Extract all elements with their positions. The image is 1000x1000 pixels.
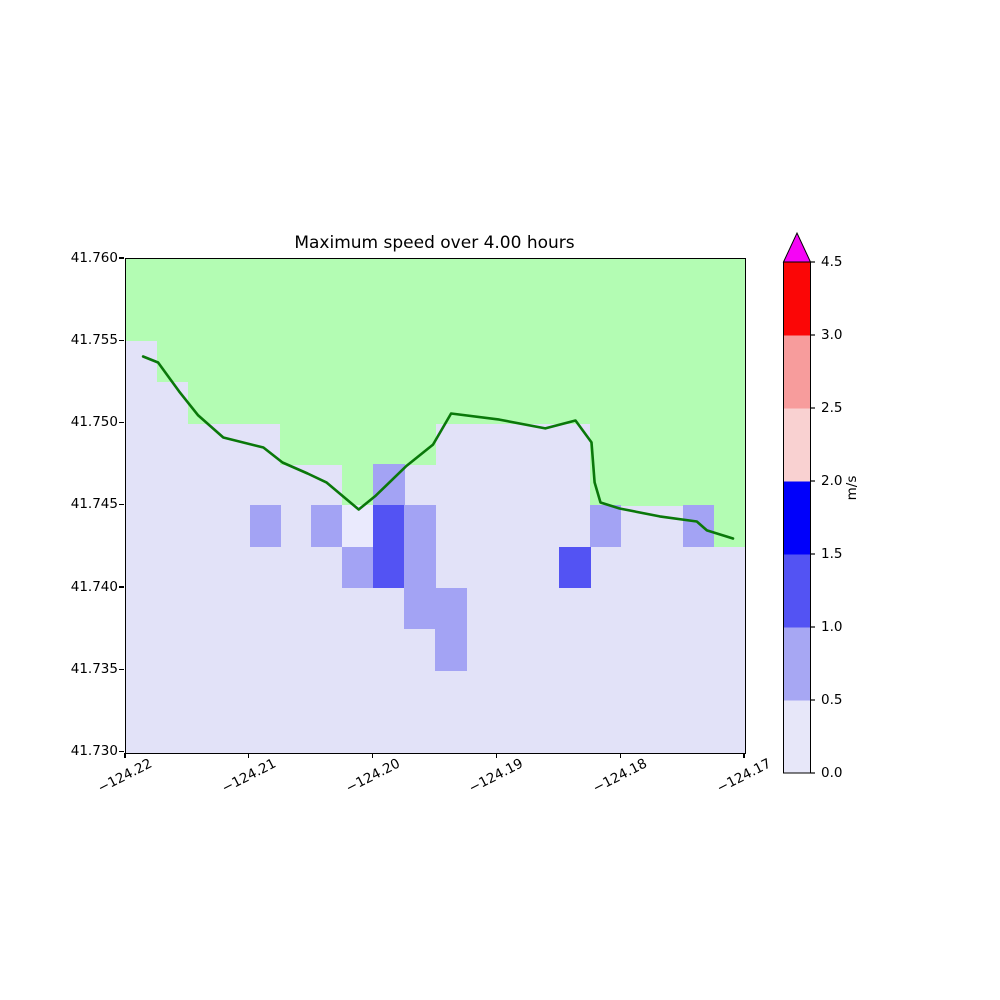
land-cell xyxy=(528,259,560,424)
x-tick-label: −124.19 xyxy=(466,755,527,797)
speed-cell xyxy=(373,546,405,589)
x-tick-label: −124.20 xyxy=(342,755,403,797)
land-cell xyxy=(466,259,498,424)
speed-cell xyxy=(342,505,374,548)
speed-cell xyxy=(373,505,405,548)
x-tick-label: −124.21 xyxy=(219,755,279,797)
colorbar-outline xyxy=(783,261,811,774)
colorbar-over-triangle xyxy=(782,231,812,263)
x-tick-mark xyxy=(248,753,250,758)
plot-area xyxy=(125,258,746,754)
y-tick-mark xyxy=(118,668,124,670)
land-cell xyxy=(589,259,622,506)
y-tick-mark xyxy=(118,257,124,259)
y-tick-label: 41.735 xyxy=(70,660,118,677)
land-cell xyxy=(373,259,405,465)
land-cell xyxy=(713,259,745,547)
land-cell xyxy=(497,259,529,424)
colorbar-axis-label: m/s xyxy=(844,475,860,501)
colorbar-segment xyxy=(783,700,811,774)
colorbar-segment xyxy=(783,262,811,336)
x-tick-mark xyxy=(124,753,126,758)
land-cell xyxy=(559,259,591,424)
colorbar-tick-label: 1.0 xyxy=(821,618,843,635)
y-tick-label: 41.730 xyxy=(70,743,118,759)
chart-title: Maximum speed over 4.00 hours xyxy=(294,233,575,253)
speed-cell xyxy=(342,546,374,589)
speed-cell xyxy=(435,587,467,630)
speed-cell xyxy=(559,546,591,589)
land-cell xyxy=(311,259,343,465)
y-tick-label: 41.755 xyxy=(70,331,118,348)
colorbar-segment xyxy=(783,481,811,555)
y-tick-mark xyxy=(118,504,124,506)
colorbar-tick-label: 0.0 xyxy=(821,764,843,781)
speed-cell xyxy=(404,546,436,589)
land-cell xyxy=(435,259,467,424)
speed-cell xyxy=(589,505,622,548)
y-tick-label: 41.745 xyxy=(70,496,118,513)
y-tick-mark xyxy=(118,586,124,588)
land-cell xyxy=(249,259,282,424)
speed-cell xyxy=(249,505,282,548)
colorbar-segment xyxy=(783,554,811,628)
colorbar-svg xyxy=(782,231,815,774)
y-tick-label: 41.740 xyxy=(70,578,118,595)
y-tick-label: 41.750 xyxy=(70,414,118,430)
x-tick-label: −124.17 xyxy=(714,755,774,797)
colorbar-tick-label: 2.0 xyxy=(821,472,843,489)
colorbar-tick-label: 2.5 xyxy=(821,399,843,416)
land-cell xyxy=(126,259,158,342)
x-tick-mark xyxy=(619,753,621,758)
speed-cell xyxy=(404,505,436,548)
land-cell xyxy=(651,259,684,506)
y-tick-label: 41.760 xyxy=(70,249,118,266)
land-cell xyxy=(187,259,220,424)
land-cell xyxy=(218,259,251,424)
land-cell xyxy=(280,259,312,465)
y-tick-mark xyxy=(118,421,124,424)
x-tick-mark xyxy=(372,753,374,758)
speed-cell xyxy=(404,587,436,630)
y-tick-mark xyxy=(118,339,124,341)
land-cell xyxy=(620,259,653,506)
land-cell xyxy=(342,259,374,506)
speed-cell xyxy=(311,505,343,548)
land-cell xyxy=(404,259,436,465)
land-cell xyxy=(682,259,715,506)
colorbar-segment xyxy=(783,627,811,701)
y-tick-mark xyxy=(118,750,124,753)
speed-cell xyxy=(435,628,467,671)
colorbar-segment xyxy=(783,335,811,409)
speed-cell xyxy=(373,464,405,507)
colorbar-tick-label: 0.5 xyxy=(821,691,843,708)
colorbar-tick-label: 3.0 xyxy=(821,326,843,343)
speed-cell xyxy=(682,505,715,548)
x-tick-label: −124.18 xyxy=(590,755,650,797)
colorbar-segment xyxy=(783,408,811,482)
x-tick-mark xyxy=(743,753,745,758)
land-cell xyxy=(156,259,189,383)
colorbar-tick-label: 1.5 xyxy=(821,545,843,562)
colorbar-tick-label: 4.5 xyxy=(821,253,843,270)
x-tick-mark xyxy=(495,753,497,758)
